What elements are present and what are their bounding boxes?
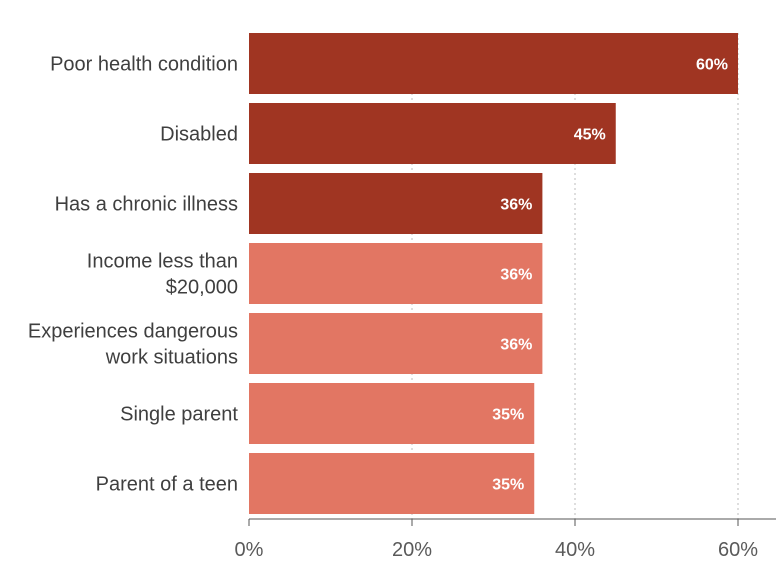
bar	[249, 33, 738, 94]
bar	[249, 383, 535, 444]
x-tick-label: 40%	[555, 539, 595, 561]
value-label: 45%	[574, 127, 606, 144]
value-label: 35%	[492, 477, 524, 494]
value-label: 35%	[492, 407, 524, 424]
category-label: Parent of a teen	[96, 474, 238, 496]
bar	[249, 453, 535, 514]
category-label: Experiences dangerous work situations	[28, 321, 238, 369]
x-tick-label: 60%	[718, 539, 758, 561]
bar	[249, 103, 616, 164]
x-axis: 0% 20% 40% 60%	[235, 518, 776, 561]
value-label: 60%	[696, 57, 728, 74]
value-labels: 60% 45% 36% 36% 36% 35% 35%	[492, 57, 728, 494]
x-tick-label: 0%	[235, 539, 264, 561]
bar	[249, 313, 543, 374]
category-labels: Poor health condition Disabled Has a chron…	[28, 54, 239, 496]
category-label: Poor health condition	[50, 54, 238, 76]
x-tick-label: 20%	[392, 539, 432, 561]
bar	[249, 173, 543, 234]
category-label: Single parent	[120, 404, 238, 426]
bars	[249, 33, 738, 514]
category-label: Disabled	[160, 124, 238, 146]
category-label: Income less than $20,000	[87, 251, 238, 299]
category-label: Has a chronic illness	[55, 194, 238, 216]
value-label: 36%	[500, 267, 532, 284]
value-label: 36%	[500, 197, 532, 214]
value-label: 36%	[500, 337, 532, 354]
bar	[249, 243, 543, 304]
